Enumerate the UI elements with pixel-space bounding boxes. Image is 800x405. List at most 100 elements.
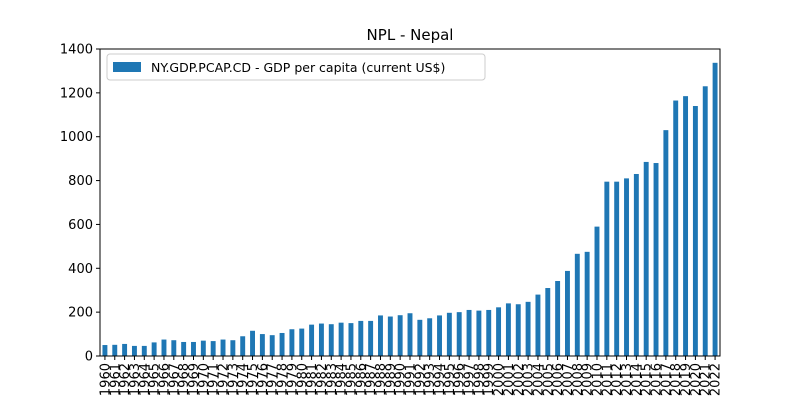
bar-1970 <box>200 340 206 356</box>
x-tick-label-1996: 1996 <box>453 363 468 396</box>
bar-2002 <box>515 304 521 356</box>
x-tick-label-1969: 1969 <box>187 363 202 396</box>
x-tick-label-2000: 2000 <box>492 363 507 396</box>
bar-2022 <box>712 62 718 357</box>
x-tick-label-1998: 1998 <box>472 363 487 396</box>
x-tick-label-2020: 2020 <box>689 363 704 396</box>
bar-2021 <box>702 86 708 356</box>
x-tick-label-1993: 1993 <box>423 363 438 396</box>
bar-1978 <box>279 332 285 356</box>
legend: NY.GDP.PCAP.CD - GDP per capita (current… <box>106 53 486 81</box>
x-tick-label-1994: 1994 <box>433 363 448 396</box>
x-tick-label-1964: 1964 <box>138 363 153 396</box>
bar-2007 <box>565 270 570 356</box>
bar-1964 <box>141 345 147 356</box>
bar-1991 <box>407 313 413 356</box>
bar-1960 <box>102 345 108 356</box>
bar-1965 <box>151 342 157 356</box>
x-tick-label-2010: 2010 <box>590 363 605 396</box>
x-tick-label-1975: 1975 <box>246 363 261 396</box>
x-tick-label-1962: 1962 <box>118 363 133 396</box>
x-tick-label-1999: 1999 <box>482 363 497 396</box>
x-tick-label-2013: 2013 <box>620 363 635 396</box>
bars-layer <box>102 62 718 357</box>
bar-1961 <box>112 344 118 356</box>
x-tick-label-1968: 1968 <box>177 363 192 396</box>
x-tick-label-1966: 1966 <box>157 363 172 396</box>
bar-2019 <box>683 96 689 357</box>
bar-1983 <box>328 324 334 356</box>
x-tick-label-1981: 1981 <box>305 363 320 396</box>
bar-1974 <box>240 336 246 356</box>
bar-2005 <box>545 288 551 356</box>
bar-1981 <box>309 324 315 356</box>
x-tick-label-1978: 1978 <box>276 363 291 396</box>
legend-frame <box>106 53 486 81</box>
bar-1980 <box>299 328 305 356</box>
x-tick-label-1970: 1970 <box>197 363 212 396</box>
y-tick-label-200: 200 <box>68 306 93 321</box>
x-tick-label-1974: 1974 <box>236 363 251 396</box>
bar-2010 <box>594 226 600 356</box>
bar-2000 <box>496 307 502 356</box>
x-tick-label-1963: 1963 <box>128 363 143 396</box>
bar-1987 <box>368 320 374 356</box>
x-tick-label-2021: 2021 <box>699 363 714 396</box>
x-tick-label-1980: 1980 <box>295 363 310 396</box>
bar-1986 <box>358 320 364 356</box>
bar-1996 <box>456 312 462 356</box>
bar-1971 <box>210 341 216 356</box>
x-tick-label-2001: 2001 <box>502 363 517 396</box>
bar-2006 <box>555 281 561 356</box>
x-tick-label-1986: 1986 <box>354 363 369 396</box>
bar-2001 <box>505 303 511 356</box>
x-tick-label-2009: 2009 <box>581 363 596 396</box>
bar-2013 <box>624 178 629 356</box>
bar-1969 <box>191 341 196 356</box>
bar-2018 <box>673 100 679 356</box>
x-tick-label-1977: 1977 <box>266 363 281 396</box>
x-tick-label-1987: 1987 <box>364 363 379 396</box>
x-tick-label-2022: 2022 <box>709 363 724 396</box>
bar-1994 <box>437 315 442 356</box>
bar-1990 <box>397 315 403 356</box>
x-tick-label-1990: 1990 <box>394 363 409 396</box>
x-tick-label-1995: 1995 <box>443 363 458 396</box>
bar-2014 <box>633 173 639 356</box>
legend-swatch <box>113 62 141 72</box>
bar-2008 <box>574 253 580 356</box>
x-tick-label-1984: 1984 <box>335 363 350 396</box>
x-tick-label-2016: 2016 <box>650 363 665 396</box>
bar-1972 <box>220 339 226 356</box>
bar-2020 <box>692 106 698 356</box>
x-tick-label-2014: 2014 <box>630 363 645 396</box>
bar-1995 <box>446 312 452 356</box>
bar-1993 <box>427 318 433 356</box>
x-tick-label-1982: 1982 <box>315 363 330 396</box>
bar-1973 <box>230 340 236 356</box>
x-tick-label-2019: 2019 <box>679 363 694 396</box>
x-tick-label-2015: 2015 <box>640 363 655 396</box>
bar-1997 <box>466 309 472 356</box>
bar-1982 <box>318 323 324 356</box>
x-tick-label-2018: 2018 <box>669 363 684 396</box>
bar-1967 <box>171 340 177 356</box>
x-tick-label-2012: 2012 <box>610 363 625 396</box>
bar-1985 <box>348 323 354 356</box>
bar-1992 <box>417 319 423 356</box>
x-tick-label-2003: 2003 <box>522 363 537 396</box>
bar-1963 <box>131 345 137 356</box>
y-tick-label-1000: 1000 <box>60 130 93 145</box>
y-tick-label-400: 400 <box>68 262 93 277</box>
bar-1998 <box>476 310 482 356</box>
x-tick-label-1971: 1971 <box>207 363 222 396</box>
x-tick-label-1960: 1960 <box>98 363 113 396</box>
x-tick-label-1965: 1965 <box>148 363 163 396</box>
bar-1988 <box>378 315 383 356</box>
bar-1979 <box>289 329 295 356</box>
bar-2003 <box>525 301 531 356</box>
x-tick-label-1961: 1961 <box>108 363 123 396</box>
bar-1977 <box>269 335 275 356</box>
bar-2017 <box>663 130 669 356</box>
